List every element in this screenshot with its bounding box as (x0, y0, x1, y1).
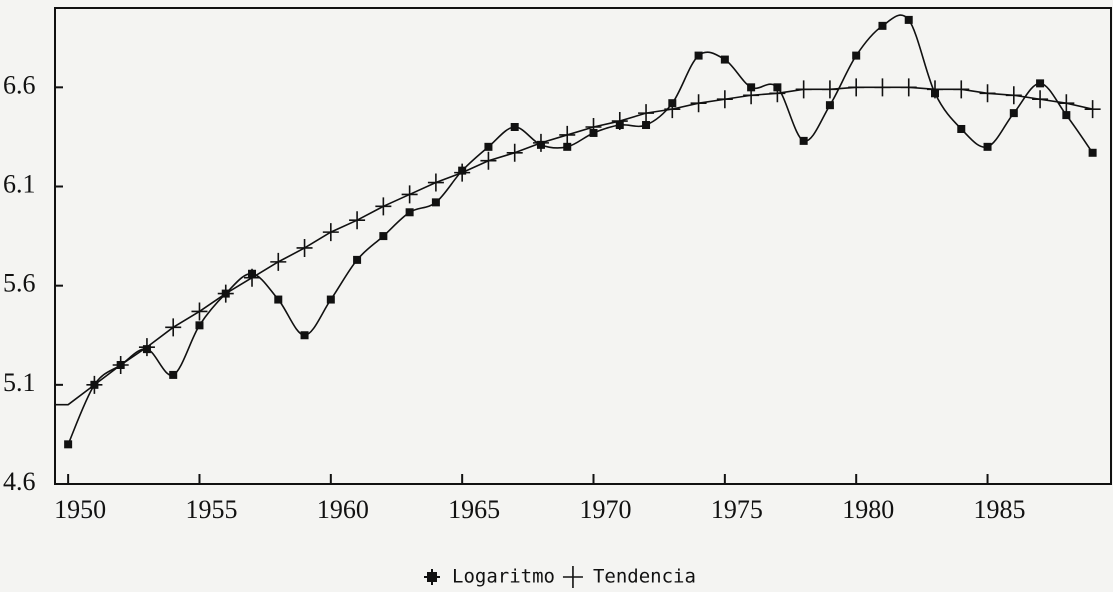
y-tick-label: 6.6 (3, 70, 36, 99)
y-tick-label: 5.6 (3, 269, 36, 298)
point-marker (349, 211, 366, 230)
point-marker (585, 118, 602, 136)
series-line (67, 14, 1094, 445)
point-marker (274, 295, 283, 304)
point-marker (484, 142, 493, 151)
legend-marker (424, 569, 440, 585)
point-marker (957, 124, 966, 133)
point-marker (244, 268, 261, 287)
x-tick-label: 1985 (974, 495, 1026, 524)
point-marker (611, 112, 628, 131)
point-marker (852, 51, 861, 60)
point-marker (379, 232, 388, 241)
point-marker (1032, 90, 1049, 109)
point-marker (405, 208, 414, 217)
point-marker (874, 78, 891, 97)
point-marker (191, 302, 208, 321)
point-marker (795, 80, 812, 99)
plot-frame (54, 7, 1112, 485)
point-marker (270, 252, 287, 271)
point-marker (825, 101, 834, 110)
point-marker (431, 198, 440, 207)
point-marker (979, 84, 996, 103)
point-marker (690, 94, 707, 113)
y-tick-label: 4.6 (3, 467, 36, 496)
point-marker (532, 133, 549, 152)
point-marker (1036, 79, 1045, 88)
x-tick-label: 1955 (185, 495, 237, 524)
point-marker (217, 284, 234, 303)
point-marker (559, 125, 576, 144)
point-marker (401, 185, 418, 204)
point-marker (563, 142, 572, 151)
point-marker (983, 142, 992, 151)
point-marker (743, 86, 760, 105)
legend-marker (562, 566, 583, 588)
point-marker (138, 338, 155, 357)
point-marker (769, 84, 786, 103)
point-marker (296, 238, 313, 257)
point-marker (900, 78, 917, 97)
x-tick-label: 1965 (448, 495, 500, 524)
point-marker (480, 151, 497, 170)
point-marker (953, 80, 970, 99)
point-marker (165, 318, 182, 337)
point-marker (638, 104, 655, 123)
point-marker (927, 80, 943, 99)
point-marker (454, 163, 471, 182)
point-marker (86, 375, 103, 394)
x-tick-label: 1975 (711, 495, 763, 524)
point-marker (112, 356, 129, 374)
point-marker (1058, 94, 1075, 113)
point-marker (1088, 148, 1097, 157)
point-marker (904, 15, 913, 24)
point-marker (506, 143, 523, 162)
point-marker (427, 173, 444, 192)
point-marker (642, 121, 651, 130)
point-marker (353, 255, 362, 264)
point-marker (300, 331, 309, 340)
point-marker (195, 321, 204, 330)
point-marker (848, 78, 865, 97)
point-marker (720, 55, 729, 64)
point-marker (694, 51, 703, 60)
x-tick-label: 1950 (54, 495, 106, 524)
x-tick-label: 1960 (317, 495, 369, 524)
point-marker (1084, 100, 1101, 119)
point-marker (878, 21, 887, 30)
point-marker (322, 223, 339, 242)
point-marker (169, 370, 178, 379)
y-tick-label: 6.1 (3, 169, 36, 198)
point-marker (1009, 109, 1018, 118)
point-marker (1062, 111, 1071, 120)
point-marker (1005, 86, 1022, 105)
x-tick-label: 1970 (580, 495, 632, 524)
point-marker (375, 197, 392, 216)
y-tick-label: 5.1 (3, 368, 36, 397)
legend-label: Tendencia (593, 566, 696, 588)
point-marker (326, 295, 335, 304)
point-marker (821, 80, 838, 99)
x-tick-label: 1980 (842, 495, 894, 524)
point-marker (799, 136, 808, 145)
point-marker (64, 440, 73, 449)
point-marker (664, 100, 681, 119)
point-marker (716, 90, 733, 109)
point-marker (510, 123, 519, 131)
legend-label: Logaritmo (452, 566, 555, 588)
